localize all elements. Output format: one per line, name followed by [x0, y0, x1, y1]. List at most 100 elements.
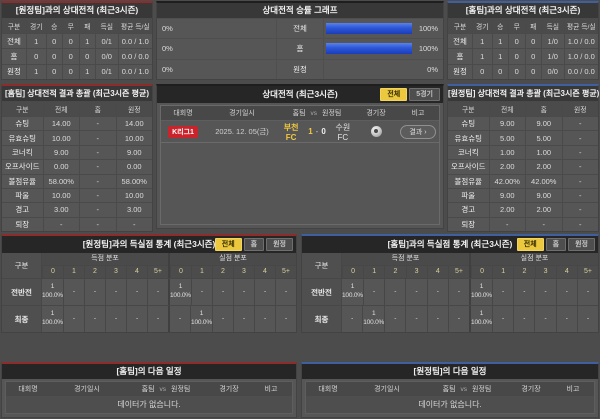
cell: 0.00 [115, 160, 153, 174]
scored-group: 득점 분포 0 1 2 3 4 5+ [342, 253, 469, 278]
cell: - [384, 279, 405, 305]
stat-label: 슈팅 [15, 119, 30, 129]
col-header-label: 구분 [302, 253, 342, 278]
col-header: 홈 [79, 102, 116, 116]
cell: 0 [26, 49, 46, 64]
tab-all[interactable]: 전체 [516, 238, 544, 251]
bin-header: 4 [555, 266, 577, 278]
col-header: 경기 [472, 19, 492, 33]
cell: 0.0 / 0.0 [117, 49, 153, 64]
cell: - [405, 279, 426, 305]
cell: 1.0 / 0.0 [563, 49, 599, 64]
cell: - [555, 279, 577, 305]
cell: 0/1 [95, 64, 118, 79]
col-header-label: 구분 [2, 253, 42, 278]
cell: - [253, 306, 275, 332]
table-row: 유효슈팅 5.00 5.00 - [448, 130, 599, 145]
stat-label: 오프사이드 [451, 162, 486, 172]
cell: - [513, 279, 534, 305]
table-row: 슈팅 9.00 9.00 - [448, 116, 598, 131]
group-header-scored: 득점 분포 [342, 253, 469, 266]
cell: - [362, 279, 384, 305]
cell: 10.00 [42, 188, 80, 203]
table-row: 경고 3.00 - 3.00 [2, 202, 152, 217]
panel-h2h-winrate-graph: 상대전적 승률 그래프 0% 전체 100% [156, 1, 444, 80]
bin-header: 2 [212, 266, 233, 278]
panel-title-bar: [원정팀]과의 득실점 통계 (최근3시즌) 전체 홈 원정 [2, 236, 296, 253]
cell: - [79, 131, 116, 145]
row-label: 최종 [302, 306, 342, 332]
col-header: 승 [491, 19, 509, 33]
stat-label: 오프사이드 [5, 162, 40, 172]
graph-row-label: 전체 [276, 19, 324, 39]
row-label: 전반전 [2, 279, 42, 305]
cell: - [561, 131, 599, 145]
home-bar-zone: 0% [157, 19, 276, 38]
bin-header: 2 [84, 266, 105, 278]
stat-label: 파울 [15, 191, 30, 201]
cell: 58.00% [42, 174, 80, 188]
cell: - [525, 217, 562, 231]
away-winrate-value: 0% [427, 64, 438, 74]
cell: - [146, 306, 168, 332]
panel-home-team-next-schedule: [홈팀]의 다음 일정 대회명 경기일시 홈팀 vs 원정팀 경기장 비고 데이… [1, 362, 297, 418]
cell: - [534, 306, 555, 332]
col-header: 평균 득/실 [117, 19, 153, 33]
tab-home[interactable]: 홈 [545, 238, 567, 251]
col-header-home: 홈팀 [141, 386, 155, 393]
bin-header: 2 [513, 266, 534, 278]
table-header-row: 구분 경기 승 무 패 득실 평균 득/실 [448, 18, 598, 33]
cell: 58.00% [115, 174, 153, 188]
cell: - [232, 306, 254, 332]
bin-header: 2 [384, 266, 405, 278]
table-row: 유효슈팅 10.00 - 10.00 [2, 130, 152, 145]
cell: - [561, 160, 599, 174]
cell: - [555, 306, 577, 332]
result-button[interactable]: 결과 › [400, 124, 436, 139]
bin-header: 5+ [147, 266, 168, 278]
row-label: 원정 [453, 67, 467, 77]
cell: 1 [78, 64, 96, 79]
cell: - [83, 279, 105, 305]
match-list-tabs: 전체 5경기 [378, 88, 440, 101]
cell: - [351, 314, 354, 322]
table-row: 전체 1 1 0 0 1/0 1.0 / 0.0 [448, 33, 598, 49]
panel-title-bar: 상대전적 (최근3시즌) 전체 5경기 [157, 86, 443, 103]
table-row: 전체 1 0 0 1 0/1 0.0 / 1.0 [2, 33, 152, 49]
tab-last5[interactable]: 5경기 [409, 88, 440, 101]
col-header-note: 비고 [411, 110, 425, 117]
bin-header: 1 [492, 266, 513, 278]
col-header: 패 [78, 19, 96, 33]
cell: 0 [491, 64, 509, 79]
cell: 42.00% [488, 174, 526, 188]
cell: 5.00 [488, 131, 526, 145]
tab-away[interactable]: 원정 [568, 238, 595, 251]
cell: 1 100.0% [168, 279, 191, 305]
col-header: 평균 득/실 [563, 19, 599, 33]
goal-dist-row: 최종 - 1 100.0% - - - - 1 100.0% - - - - - [302, 305, 598, 332]
h2h-away-table: 구분 경기 승 무 패 득실 평균 득/실 전체 1 1 0 0 1/0 [448, 18, 598, 79]
cell: 1 [26, 34, 46, 49]
cell: 1 [472, 49, 492, 64]
home-score: 1 [308, 127, 313, 136]
bin-header: 3 [534, 266, 556, 278]
match-score: 부천FC 1 - 0 수원FC [279, 122, 355, 142]
col-header-teams: 홈팀 vs 원정팀 [124, 384, 208, 394]
home-winrate-value: 0% [162, 44, 173, 54]
row-label: 전체 [7, 36, 21, 46]
tab-home[interactable]: 홈 [243, 238, 265, 251]
col-header-note: 비고 [566, 386, 580, 393]
conceded-group: 실점 분포 0 1 2 3 4 5+ [168, 253, 296, 278]
tab-away[interactable]: 원정 [266, 238, 293, 251]
stadium-icon[interactable] [370, 126, 382, 137]
tab-all[interactable]: 전체 [214, 238, 242, 251]
cell: - [488, 217, 526, 231]
cell: 0 [508, 49, 525, 64]
col-header: 득실 [541, 19, 564, 33]
cell: - [447, 306, 469, 332]
tab-all[interactable]: 전체 [380, 88, 408, 101]
table-row: 경고 2.00 2.00 - [448, 202, 598, 217]
cell: - [190, 279, 212, 305]
winrate-graph: 0% 전체 100% 0% 홈 [157, 18, 443, 79]
cell: - [211, 306, 233, 332]
